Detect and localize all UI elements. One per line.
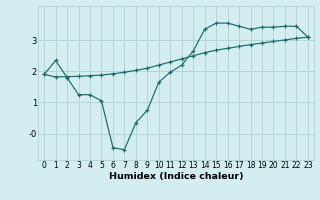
X-axis label: Humidex (Indice chaleur): Humidex (Indice chaleur) xyxy=(109,172,243,181)
